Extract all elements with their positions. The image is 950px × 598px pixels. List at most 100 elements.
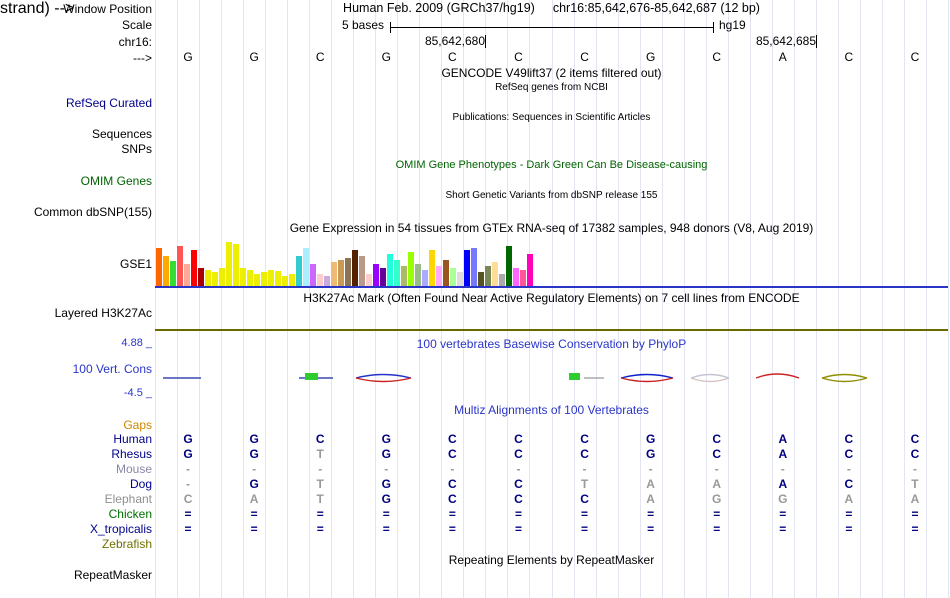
gridline [265, 0, 266, 598]
align-base-x-tropicalis: = [184, 522, 192, 536]
gtex-bar [317, 274, 323, 286]
sidebar-label-omim-genes[interactable]: OMIM Genes [80, 174, 152, 188]
align-base-human: C [315, 432, 325, 446]
sidebar-label-species-mouse[interactable]: Mouse [115, 462, 152, 476]
gridline [552, 0, 553, 598]
gtex-bar [268, 270, 274, 286]
gtex-bar [429, 250, 435, 286]
gtex-bar [520, 270, 526, 286]
align-base-human: C [580, 432, 589, 446]
sequence-base: C [712, 50, 722, 64]
h3k27ac-track-line[interactable] [155, 329, 948, 331]
gtex-bar [331, 262, 337, 286]
scale-tick-right-icon [713, 22, 714, 33]
align-base-rhesus: G [249, 447, 259, 461]
gtex-bar [387, 254, 393, 286]
sidebar-label-gse1[interactable]: GSE1 [119, 257, 152, 271]
gtex-bar [338, 260, 344, 286]
scale-bar [390, 22, 714, 33]
sidebar-label-sequences[interactable]: Sequences [91, 127, 152, 141]
gtex-baseline[interactable] [155, 286, 948, 288]
gridline [640, 0, 641, 598]
sidebar-label-100-vert-cons[interactable]: 100 Vert. Cons [72, 362, 152, 376]
sidebar-label-species-zebrafish[interactable]: Zebrafish [101, 537, 152, 551]
sequence-base: G [381, 50, 391, 64]
align-base-mouse: - [714, 462, 719, 476]
align-base-dog: T [316, 477, 324, 491]
sequence-base: C [844, 50, 854, 64]
align-base-human: G [645, 432, 656, 446]
track-title-short-genetic-variants-from-db: Short Genetic Variants from dbSNP releas… [445, 190, 658, 201]
gridline [243, 0, 244, 598]
gtex-bar [485, 266, 491, 286]
gridline [706, 0, 707, 598]
align-base-dog: A [712, 477, 722, 491]
sidebar-label-species-chicken[interactable]: Chicken [108, 507, 152, 521]
gtex-bar [415, 264, 421, 286]
align-base-elephant: G [712, 492, 722, 506]
assembly-label: Human Feb. 2009 (GRCh37/hg19) [343, 1, 535, 15]
align-base-human: G [249, 432, 259, 446]
phylop-mark-lens-top [821, 373, 868, 379]
gtex-bar [254, 274, 260, 286]
gridline [750, 0, 751, 598]
gridline [794, 0, 795, 598]
range-label: chr16:85,642,676-85,642,687 (12 bp) [552, 1, 760, 15]
sidebar-label-species-elephant[interactable]: Elephant [104, 492, 152, 506]
align-base-x-tropicalis: = [382, 522, 390, 536]
phylop-mark-lens-bottom [355, 377, 412, 383]
gridline [353, 0, 354, 598]
sidebar-label-layered-h3k27ac[interactable]: Layered H3K27Ac [54, 306, 152, 320]
align-base-mouse: - [912, 462, 917, 476]
align-base-human: C [712, 432, 722, 446]
gtex-bar [240, 268, 246, 286]
track-title-omim-gene-phenotypes-dark-gree: OMIM Gene Phenotypes - Dark Green Can Be… [395, 159, 708, 171]
sequence-base: G [183, 50, 193, 64]
align-base-chicken: = [581, 507, 589, 521]
align-base-elephant: C [448, 492, 457, 506]
align-base-dog: G [381, 477, 391, 491]
sidebar-label-species-human[interactable]: Human [113, 432, 152, 446]
align-base-chicken: = [647, 507, 655, 521]
align-base-mouse: - [450, 462, 455, 476]
sidebar-label-common-dbsnp-155[interactable]: Common dbSNP(155) [33, 205, 152, 219]
align-base-x-tropicalis: = [448, 522, 456, 536]
align-base-elephant: A [646, 492, 655, 506]
gtex-bar [324, 276, 330, 286]
gridline [221, 0, 222, 598]
align-base-chicken: = [316, 507, 324, 521]
align-base-dog: G [249, 477, 259, 491]
align-base-rhesus: C [910, 447, 920, 461]
sidebar-label-refseq-curated[interactable]: RefSeq Curated [65, 96, 152, 110]
phylop-conservation-track[interactable] [155, 360, 948, 400]
sidebar-label-species-dog[interactable]: Dog [129, 477, 152, 491]
gtex-bar [478, 272, 484, 286]
coord-tick-icon [485, 35, 486, 48]
sidebar-label-species-x-tropicalis[interactable]: X_tropicalis [89, 522, 152, 536]
track-title-repeating-elements-by-repeatma: Repeating Elements by RepeatMasker [448, 553, 655, 567]
gtex-bar [170, 261, 176, 286]
coord-tick-icon [816, 35, 817, 48]
gridline [397, 0, 398, 598]
align-base-x-tropicalis: = [581, 522, 589, 536]
align-base-elephant: A [910, 492, 920, 506]
sequence-base: G [249, 50, 259, 64]
gridline [882, 0, 883, 598]
sidebar-label-species-rhesus[interactable]: Rhesus [111, 447, 152, 461]
sequence-base: A [778, 50, 787, 64]
gridline [199, 0, 200, 598]
align-base-mouse: - [582, 462, 587, 476]
align-base-dog: C [514, 477, 523, 491]
genome-label: hg19 [719, 18, 746, 32]
sidebar-label-snps[interactable]: SNPs [121, 142, 152, 156]
align-base-elephant: C [514, 492, 523, 506]
align-base-chicken: = [713, 507, 721, 521]
align-base-dog: T [911, 477, 919, 491]
gridline [772, 0, 773, 598]
sidebar-label-repeatmasker[interactable]: RepeatMasker [73, 568, 152, 582]
gtex-bar [527, 254, 533, 286]
gtex-bar [422, 270, 428, 286]
